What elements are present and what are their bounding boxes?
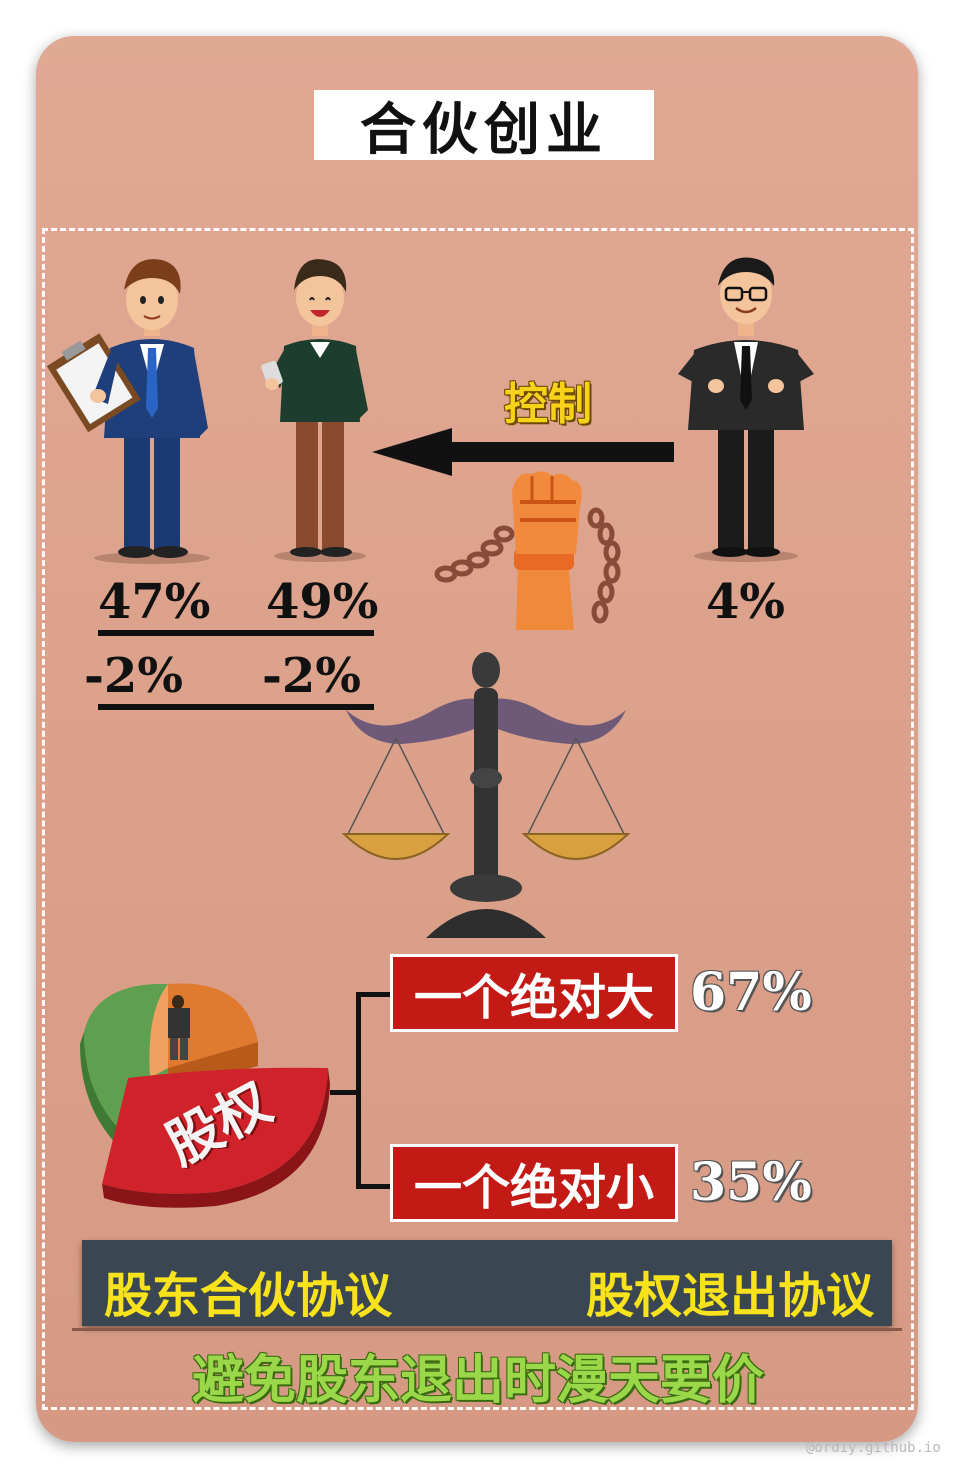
tree-bracket-top: [356, 992, 392, 997]
option-small-tag: 一个绝对小: [390, 1144, 678, 1222]
divider-line: [98, 704, 374, 710]
option-large-label: 一个绝对大: [413, 970, 654, 1026]
casual-man-phone-icon: [261, 259, 368, 562]
option-large-tag: 一个绝对大: [390, 954, 678, 1032]
tree-bracket-bottom: [356, 1184, 392, 1189]
businessman-clipboard-icon: [46, 259, 210, 564]
partner-2-deduct: -2%: [262, 648, 361, 704]
fist-broken-chain-icon: [434, 471, 621, 630]
option-small-label: 一个绝对小: [413, 1160, 654, 1216]
banner-left-text: 股东合伙协议: [104, 1268, 393, 1324]
watermark: @ordiy.github.io: [806, 1440, 941, 1456]
left-arrow-icon: [372, 428, 674, 476]
bottom-slogan: 避免股东退出时漫天要价: [192, 1351, 765, 1411]
tree-bracket-stem: [330, 1090, 360, 1095]
banner-right-text: 股权退出协议: [585, 1268, 874, 1324]
partner-3-share: 4%: [706, 574, 786, 630]
agreement-banner: 股东合伙协议 股权退出协议: [82, 1240, 892, 1326]
partner-2-share: 49%: [266, 574, 379, 630]
equity-pie-icon: [80, 983, 330, 1208]
balance-scale-icon: [341, 652, 631, 938]
control-label: 控制: [504, 379, 592, 430]
tree-bracket-vertical: [356, 992, 361, 1188]
option-small-percent: 35%: [690, 1152, 812, 1213]
page-title: 合伙创业: [360, 96, 608, 163]
partner-1-share: 47%: [98, 574, 211, 630]
divider-line: [98, 630, 374, 636]
dashed-frame: [42, 228, 914, 1410]
man-suit-glasses-icon: [678, 257, 814, 562]
banner-shadow-line: [72, 1328, 902, 1331]
partner-1-deduct: -2%: [84, 648, 183, 704]
title-box: 合伙创业: [314, 90, 654, 163]
option-large-percent: 67%: [690, 962, 812, 1023]
